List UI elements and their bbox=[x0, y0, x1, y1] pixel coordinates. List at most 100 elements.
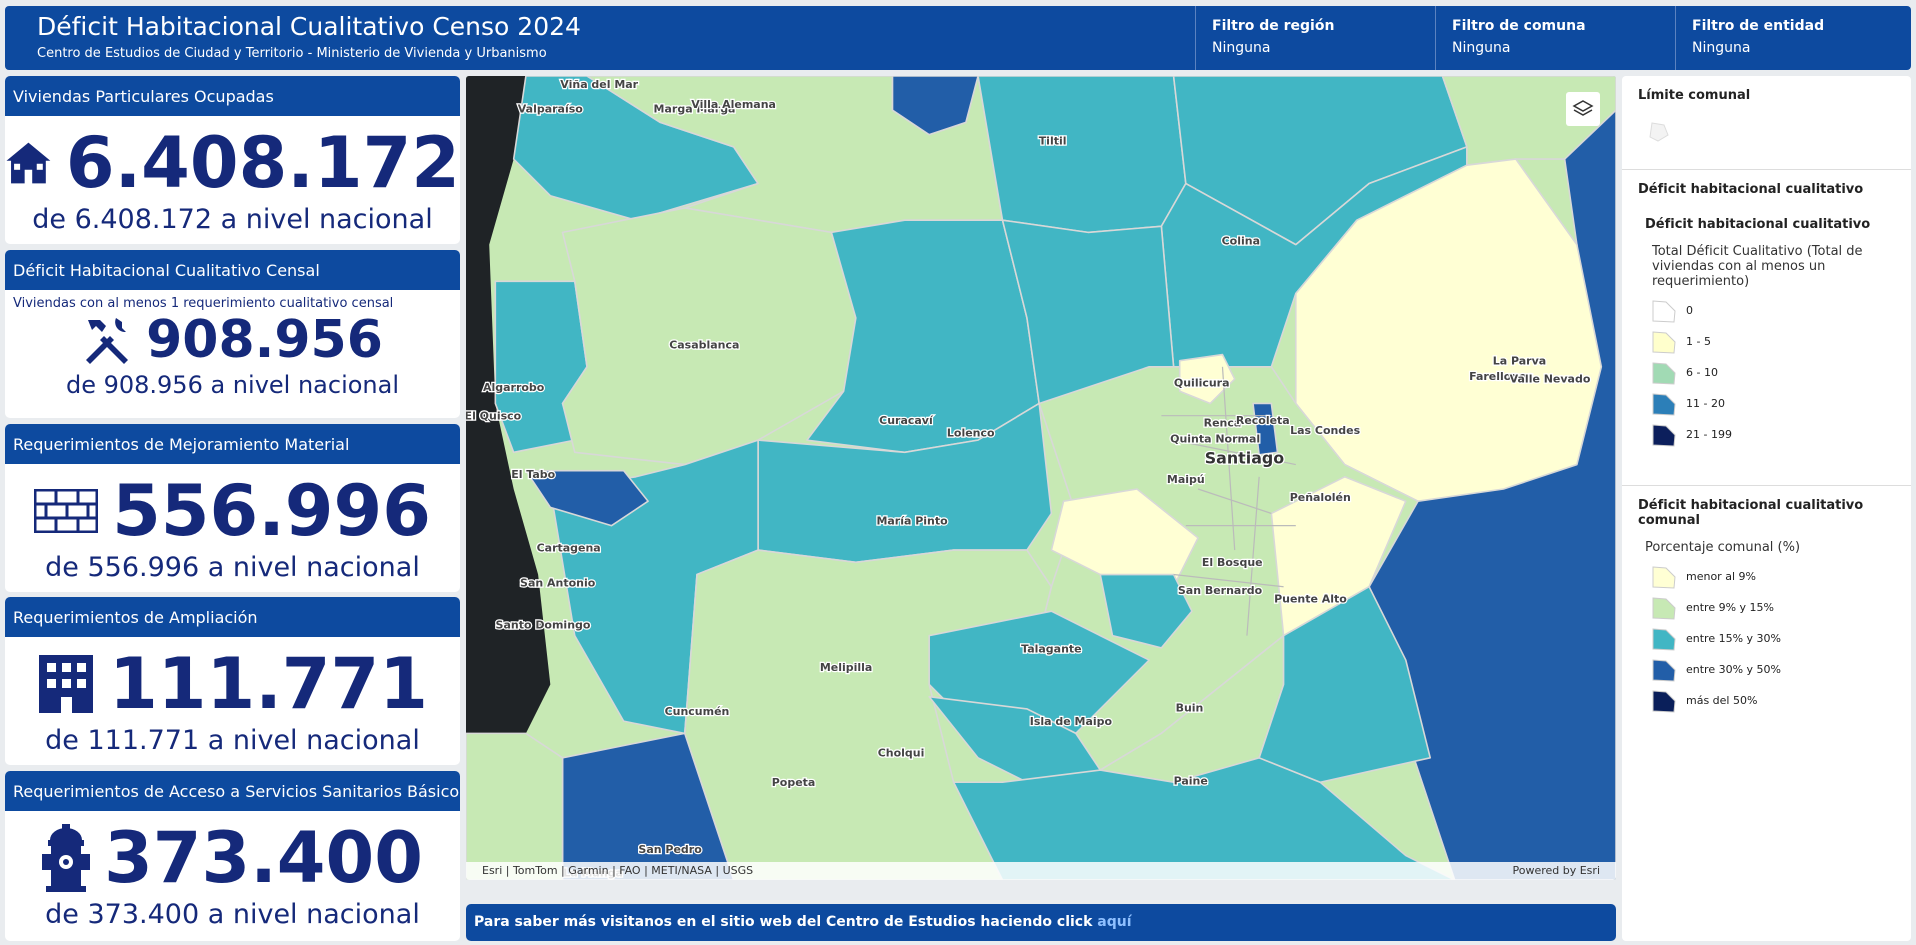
swatch-shape bbox=[1652, 330, 1676, 354]
map-label: Las Condes bbox=[1290, 424, 1361, 437]
filter-label: Filtro de región bbox=[1212, 18, 1335, 34]
title: Déficit Habitacional Cualitativo Censo 2… bbox=[37, 12, 581, 41]
map-label: Casablanca bbox=[669, 338, 739, 351]
attribution-bar: Esri | TomTom | Garmin | FAO | METI/NASA… bbox=[466, 862, 1616, 880]
legend-title: Límite comunal bbox=[1638, 88, 1751, 103]
legend-label: 21 - 199 bbox=[1686, 428, 1732, 441]
map-label: Santo Domingo bbox=[496, 618, 591, 631]
map-label: San Antonio bbox=[520, 577, 596, 590]
map-label: Peñalolén bbox=[1290, 491, 1351, 504]
map-label: Puente Alto bbox=[1274, 593, 1347, 606]
attribution: Esri | TomTom | Garmin | FAO | METI/NASA… bbox=[482, 864, 754, 877]
map-label: San Bernardo bbox=[1178, 584, 1263, 597]
regions bbox=[466, 76, 1616, 880]
card-title: Requerimientos de Mejoramiento Material bbox=[5, 424, 460, 464]
swatch-shape bbox=[1652, 299, 1676, 323]
legend-item: más del 50% bbox=[1652, 685, 1895, 716]
swatch-shape bbox=[1652, 361, 1676, 385]
map-label: Buin bbox=[1176, 701, 1204, 714]
legend-swatch bbox=[1652, 689, 1676, 713]
filter[interactable]: Filtro de comuna Ninguna bbox=[1435, 6, 1675, 70]
card-title: Déficit Habitacional Cualitativo Censal bbox=[5, 250, 460, 290]
legend-item: menor al 9% bbox=[1652, 561, 1895, 592]
filter-label: Filtro de comuna bbox=[1452, 18, 1586, 34]
filter[interactable]: Filtro de región Ninguna bbox=[1195, 6, 1435, 70]
legend-label: más del 50% bbox=[1686, 694, 1758, 707]
house-icon bbox=[6, 142, 51, 184]
map[interactable]: Viña del Mar Valparaíso Marga Marga Villa A… bbox=[466, 76, 1616, 880]
legend-swatch bbox=[1652, 330, 1676, 354]
card-note: de 6.408.172 a nivel nacional bbox=[32, 204, 433, 235]
map-label: Quilicura bbox=[1174, 376, 1230, 389]
map-label: Colina bbox=[1222, 235, 1260, 248]
swatch-shape bbox=[1652, 392, 1676, 416]
legend-title: Déficit habitacional cualitativo bbox=[1638, 182, 1864, 197]
legend-item: 11 - 20 bbox=[1652, 388, 1895, 419]
map-label: Melipilla bbox=[820, 661, 872, 674]
map-label: Cartagena bbox=[537, 541, 601, 554]
card-value: 908.956 bbox=[146, 310, 383, 370]
card: Requerimientos de Ampliación 111.771 de … bbox=[5, 597, 460, 765]
map-label: El Quisco bbox=[466, 409, 522, 422]
card-note: de 373.400 a nivel nacional bbox=[45, 899, 420, 930]
legend-section: Déficit habitacional cualitativo comunal… bbox=[1622, 486, 1911, 728]
card: Requerimientos de Mejoramiento Material … bbox=[5, 424, 460, 592]
tools-icon bbox=[86, 318, 129, 364]
card-value: 556.996 bbox=[112, 470, 431, 552]
legend-swatch bbox=[1652, 658, 1676, 682]
map-label: Valle Nevado bbox=[1510, 373, 1591, 386]
card-description: Viviendas con al menos 1 requerimiento c… bbox=[13, 296, 394, 311]
map-label: Paine bbox=[1174, 775, 1208, 788]
building-icon bbox=[39, 655, 94, 713]
map-label: Talagante bbox=[1021, 643, 1081, 656]
filter-label: Filtro de entidad bbox=[1692, 18, 1825, 34]
legend-section: Límite comunal bbox=[1622, 76, 1911, 170]
legend-field: Total Déficit Cualitativo (Total de vivi… bbox=[1652, 244, 1863, 289]
legend-item: 1 - 5 bbox=[1652, 326, 1895, 357]
map-label: Popeta bbox=[772, 776, 816, 789]
map-label: La Parva bbox=[1493, 354, 1546, 367]
map-label: Recoleta bbox=[1236, 414, 1290, 427]
map-label: Villa Alemana bbox=[691, 98, 776, 111]
legend-classes: 0 1 - 5 6 - 10 11 - 20 21 - 199 bbox=[1638, 295, 1895, 450]
map-label: Farellones bbox=[1469, 370, 1533, 383]
hydrant-icon bbox=[42, 824, 91, 892]
legend-item: 6 - 10 bbox=[1652, 357, 1895, 388]
legend-swatch bbox=[1652, 361, 1676, 385]
map-label: Renca bbox=[1204, 417, 1242, 430]
legend-section: Déficit habitacional cualitativo Déficit… bbox=[1622, 170, 1911, 486]
card-note: de 908.956 a nivel nacional bbox=[65, 371, 400, 399]
legend-field: Porcentaje comunal (%) bbox=[1645, 540, 1801, 555]
map-label: Lolenco bbox=[947, 426, 995, 439]
map-label: Cuncumén bbox=[665, 705, 730, 718]
layers-button[interactable] bbox=[1566, 92, 1600, 126]
legend-item: entre 30% y 50% bbox=[1652, 654, 1895, 685]
powered-by[interactable]: Powered by Esri bbox=[1512, 864, 1600, 877]
legend-label: menor al 9% bbox=[1686, 570, 1756, 583]
swatch-shape bbox=[1652, 596, 1676, 620]
legend-subtitle: Déficit habitacional cualitativo bbox=[1645, 217, 1871, 232]
legend-swatch bbox=[1652, 299, 1676, 323]
legend-swatch bbox=[1652, 392, 1676, 416]
legend-title: Déficit habitacional cualitativo comunal bbox=[1638, 498, 1864, 528]
map-label: El Tabo bbox=[511, 468, 555, 481]
legend-label: entre 9% y 15% bbox=[1686, 601, 1774, 614]
map-label: Quinta Normal bbox=[1170, 433, 1260, 446]
legend-label: 6 - 10 bbox=[1686, 366, 1718, 379]
legend-item: 0 bbox=[1652, 295, 1895, 326]
legend-swatch bbox=[1652, 565, 1676, 589]
legend-swatch bbox=[1652, 627, 1676, 651]
footer-link[interactable]: aquí bbox=[1097, 914, 1132, 930]
filter-value: Ninguna bbox=[1452, 40, 1511, 56]
map-label: Maipú bbox=[1167, 473, 1205, 486]
filter-value: Ninguna bbox=[1212, 40, 1271, 56]
legend: Límite comunal Déficit habitacional cual… bbox=[1622, 76, 1911, 941]
card-title: Requerimientos de Acceso a Servicios San… bbox=[5, 771, 460, 811]
filter[interactable]: Filtro de entidad Ninguna bbox=[1675, 6, 1915, 70]
card: Déficit Habitacional Cualitativo Censal … bbox=[5, 250, 460, 418]
card-title: Viviendas Particulares Ocupadas bbox=[5, 76, 460, 116]
layers-icon bbox=[1572, 100, 1594, 116]
map-label: Algarrobo bbox=[483, 381, 545, 394]
